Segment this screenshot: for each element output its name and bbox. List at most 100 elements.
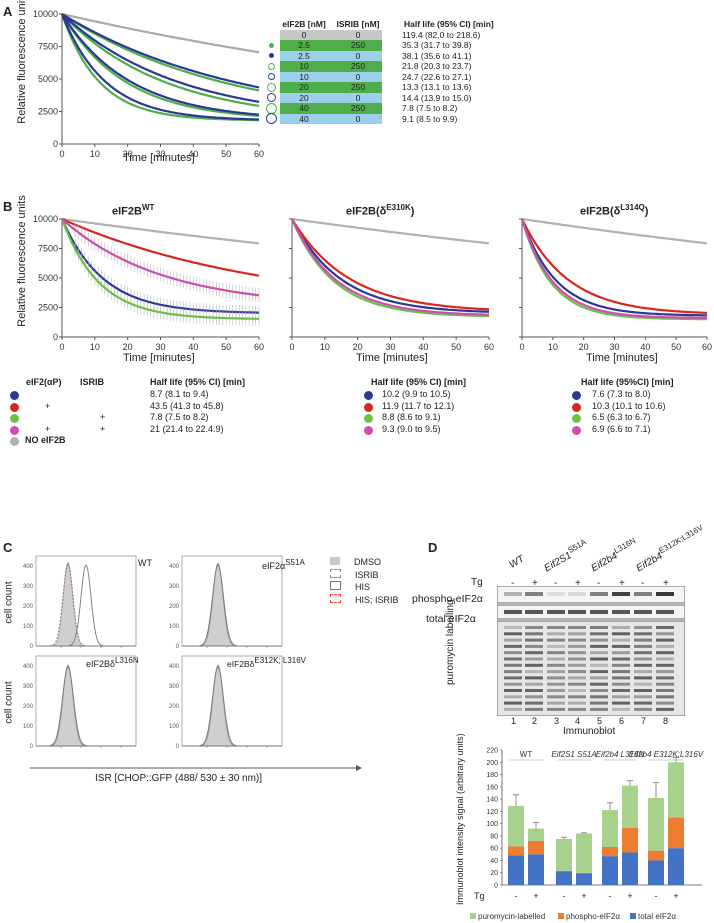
puromycin-band [525, 638, 543, 642]
puromycin-band [525, 689, 543, 692]
bar-legend-swatch [558, 913, 564, 919]
cell-halflife: 35.3 (31.7 to 39.8) [402, 40, 472, 50]
legend-dot-icon [10, 391, 19, 400]
cell-eif2b: 40 [299, 113, 309, 124]
legend-hl-wt: 7.8 (7.5 to 8.2) [150, 412, 209, 422]
x-tick-label: 50 [221, 342, 231, 350]
cell-halflife: 21.8 (20.3 to 23.7) [402, 61, 472, 71]
puromycin-band [634, 626, 652, 629]
series-line-5 [61, 13, 260, 117]
phospho-band [504, 592, 522, 596]
flow-y-tick: 300 [169, 684, 180, 690]
series-line-4 [61, 218, 260, 297]
legend-hl-l314q: 6.9 (6.6 to 7.1) [592, 423, 651, 434]
puromycin-band [612, 670, 630, 674]
tg-sign: - [597, 578, 601, 589]
flow-dmso [36, 561, 136, 647]
puromycin-band [547, 707, 565, 711]
legend-hl-e310k: 8.8 (8.6 to 9.1) [382, 412, 441, 422]
flow-y-tick: 300 [23, 684, 34, 690]
x-tick-label: 60 [702, 342, 712, 350]
puromycin-band [656, 682, 674, 686]
phospho-band [568, 592, 586, 596]
x-tick-label: 30 [155, 342, 165, 350]
flow-y-tick: 400 [23, 564, 34, 570]
puromycin-band [568, 676, 586, 680]
puromycin-band [568, 689, 586, 692]
legend-dot-icon [10, 437, 19, 446]
cell-halflife: 119.4 (82.0 to 218.6) [402, 29, 481, 40]
series-line-8 [60, 13, 259, 121]
flow-his [36, 666, 136, 747]
bar-segment-2 [622, 785, 638, 828]
bar-y-tick-label: 160 [486, 784, 498, 791]
legend-dot-icon [10, 425, 19, 435]
cell-halflife: 7.8 (7.5 to 8.2) [402, 103, 458, 113]
row-marker-icon [262, 102, 280, 114]
legend-dot-icon [572, 425, 581, 435]
series-line-4 [61, 13, 260, 103]
bar-tg-sign: - [609, 891, 612, 901]
bar-segment-0 [648, 860, 664, 885]
row-shade: 20 250 [280, 82, 382, 93]
puromycin-band [590, 682, 608, 686]
series-line-0 [61, 217, 260, 245]
row-shade: 20 0 [280, 92, 382, 103]
total-band [612, 610, 630, 614]
phospho-band [656, 592, 674, 596]
bar-segment-0 [602, 856, 618, 885]
bar-legend-label: total eIF2α [638, 912, 676, 921]
puromycin-band [504, 707, 522, 711]
lane-number: 1 [511, 716, 517, 726]
x-tick-label: 50 [221, 149, 231, 159]
flow-y-tick: 100 [169, 624, 180, 630]
flow-label-e312k: eIF2BδE312K; L316V [227, 656, 307, 669]
panel-c-ylabel-top: cell count [3, 581, 15, 624]
puromycin-band [547, 670, 565, 674]
series-line-3 [520, 218, 707, 321]
table-row: 2.5 250 35.3 (31.7 to 39.8) [262, 40, 494, 51]
bar-y-tick-label: 40 [490, 858, 498, 865]
bar-y-tick-label: 20 [490, 870, 498, 877]
legend-hl-e310k: 10.2 (9.9 to 10.5) [382, 389, 451, 399]
lane-number: 7 [641, 716, 647, 726]
bar-tg-sign: + [627, 891, 632, 901]
puromycin-band [525, 651, 543, 655]
flow-y-tick: 0 [30, 644, 34, 650]
legend-hl-l314q: 10.3 (10.1 to 10.6) [592, 400, 666, 411]
puromycin-band [525, 657, 543, 661]
col-halflife: Half life (95% CI) [min] [404, 19, 494, 29]
puromycin-band [590, 663, 608, 667]
lane-number: 8 [663, 716, 669, 726]
tg-label-blot: Tg [471, 577, 483, 588]
panel-a-xlabel: Time [minutes] [123, 152, 195, 164]
lane-number: 4 [575, 716, 581, 726]
flow-dmso [36, 664, 136, 747]
puromycin-band [590, 676, 608, 680]
flow-label-s51a: eIF2αS51A [262, 558, 305, 571]
flow-y-tick: 100 [169, 724, 180, 730]
series-line-4 [520, 218, 707, 319]
flow-plot-frame [35, 555, 137, 647]
table-row: 20 250 13.3 (13.1 to 13.6) [262, 82, 494, 93]
cell-isrib: 250 [350, 40, 366, 50]
flow-y-tick: 300 [169, 584, 180, 590]
puromycin-band [547, 626, 565, 629]
flow-legend: DMSO ISRIB HIS HIS; ISRIB [330, 556, 399, 606]
puromycin-band [656, 676, 674, 680]
puromycin-band [525, 670, 543, 674]
x-tick-label: 10 [548, 342, 558, 350]
bar-segment-1 [528, 840, 544, 855]
legend-dot-icon [10, 414, 19, 423]
puromycin-band [634, 632, 652, 636]
puromycin-band [656, 663, 674, 667]
puromycin-band [504, 676, 522, 680]
puromycin-band [590, 707, 608, 711]
puromycin-band [612, 663, 630, 667]
puromycin-band [547, 695, 565, 699]
blot-label-puromycin: puromycin labelling [445, 599, 456, 685]
row-shade: 40 250 [280, 103, 382, 114]
x-tick-label: 20 [353, 342, 363, 350]
bar-segment-1 [556, 870, 572, 872]
y-tick-label: 0 [53, 139, 58, 149]
